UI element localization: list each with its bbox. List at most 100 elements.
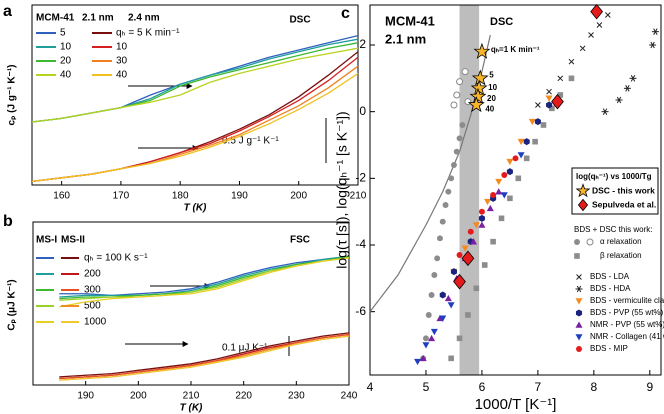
legend-label: 500: [84, 301, 101, 312]
marker: [615, 96, 623, 104]
marker: [490, 192, 497, 198]
marker: [467, 96, 485, 113]
marker: [439, 218, 446, 225]
marker: [500, 192, 508, 199]
series-line: [31, 38, 359, 123]
marker: [557, 92, 564, 98]
annotation: 2.1 nm: [385, 31, 426, 46]
x-tick-label: 210: [350, 191, 367, 202]
panel-label: c: [341, 5, 350, 22]
series-line: [31, 51, 359, 183]
point-label: 10: [488, 83, 497, 92]
legend-label: 300: [84, 285, 101, 296]
series-line: [31, 34, 359, 123]
marker: [557, 75, 564, 82]
marker: [456, 335, 463, 342]
y-axis-title: log(τ [s]), log(qₕ⁻¹ [s K⁻¹]): [334, 111, 350, 268]
marker: [495, 178, 503, 186]
legend-header: MS-II: [61, 235, 85, 246]
legend-label: Sepulveda et al.: [592, 199, 656, 209]
marker: [473, 285, 480, 292]
marker: [428, 292, 435, 298]
marker: [450, 162, 457, 168]
marker: [469, 87, 487, 104]
point-label: 5: [489, 70, 494, 79]
legend-label: NMR - PVP (55 wt%): [590, 320, 664, 329]
legend-label: BDS - vermiculite clay: [590, 296, 664, 305]
legend-label: qₕ = 5 K min⁻¹: [116, 28, 180, 39]
annotation: FSC: [290, 235, 310, 246]
legend-label: 40: [60, 70, 72, 81]
marker: [588, 32, 594, 38]
marker: [467, 228, 474, 235]
legend-marker: [577, 198, 589, 212]
marker: [481, 262, 488, 268]
legend-header: MS-I: [36, 235, 57, 246]
legend-marker: [575, 298, 583, 305]
marker: [551, 93, 564, 110]
marker-open: [450, 101, 458, 109]
legend-label: 10: [116, 42, 128, 53]
marker: [471, 69, 489, 86]
x-tick-label: 190: [231, 191, 248, 202]
marker: [649, 41, 657, 49]
legend-label: 20: [60, 56, 72, 67]
marker: [540, 122, 547, 128]
annotation: DSC: [490, 16, 513, 28]
y-tick-label: 0: [359, 104, 366, 118]
marker: [507, 195, 513, 202]
marker: [498, 215, 505, 222]
legend-label: BDS - MIP: [590, 344, 628, 353]
marker: [501, 172, 508, 178]
plot-frame: [31, 4, 359, 186]
legend-label: qₕ = 100 K s⁻¹: [84, 253, 148, 264]
legend-marker: [586, 238, 594, 246]
marker: [523, 138, 530, 146]
marker-stroke: [630, 75, 636, 82]
series-line: [59, 333, 350, 380]
legend-label: 5: [60, 28, 66, 39]
marker-stroke: [602, 108, 608, 115]
legend-label: α relaxation: [600, 237, 642, 246]
x-tick-label: 8: [591, 380, 598, 394]
x-tick-label: 9: [646, 380, 653, 394]
marker: [517, 152, 525, 159]
x-tick-label: 190: [77, 391, 94, 402]
series-line: [59, 332, 350, 378]
legend-marker: [576, 274, 582, 280]
marker: [453, 148, 460, 155]
marker-stroke: [625, 85, 630, 92]
marker: [445, 188, 452, 195]
y-tick-label: -4: [355, 237, 366, 251]
marker: [546, 88, 552, 95]
annotation: DSC: [289, 15, 310, 26]
legend-label: 200: [84, 269, 101, 280]
x-tick-label: 200: [130, 391, 147, 402]
legend-label: β relaxation: [600, 251, 642, 260]
legend-label: 30: [116, 56, 128, 67]
arrows: [125, 83, 327, 356]
marker: [568, 58, 575, 65]
legend-label: BDS - HDA: [590, 284, 631, 293]
marker: [439, 315, 447, 322]
y-tick-label: 2: [359, 37, 366, 51]
x-tick-label: 200: [290, 191, 307, 202]
marker-stroke: [568, 58, 575, 65]
marker: [430, 328, 438, 336]
marker: [535, 102, 541, 108]
marker: [484, 198, 492, 206]
legend-header: 2.1 nm: [82, 13, 114, 24]
marker: [523, 155, 530, 162]
marker-open: [461, 68, 469, 76]
x-tick-label: 170: [113, 191, 130, 202]
marker: [414, 358, 422, 366]
panel-label: b: [3, 213, 13, 230]
marker: [478, 221, 486, 228]
marker-stroke: [557, 75, 564, 82]
marker: [447, 302, 455, 309]
legend-marker: [575, 183, 591, 198]
legend-label: BDS - LDA: [590, 272, 630, 281]
legend-marker: [575, 334, 583, 341]
legend-title: log(qₕ⁻¹) vs 1000/Tg: [576, 172, 652, 181]
